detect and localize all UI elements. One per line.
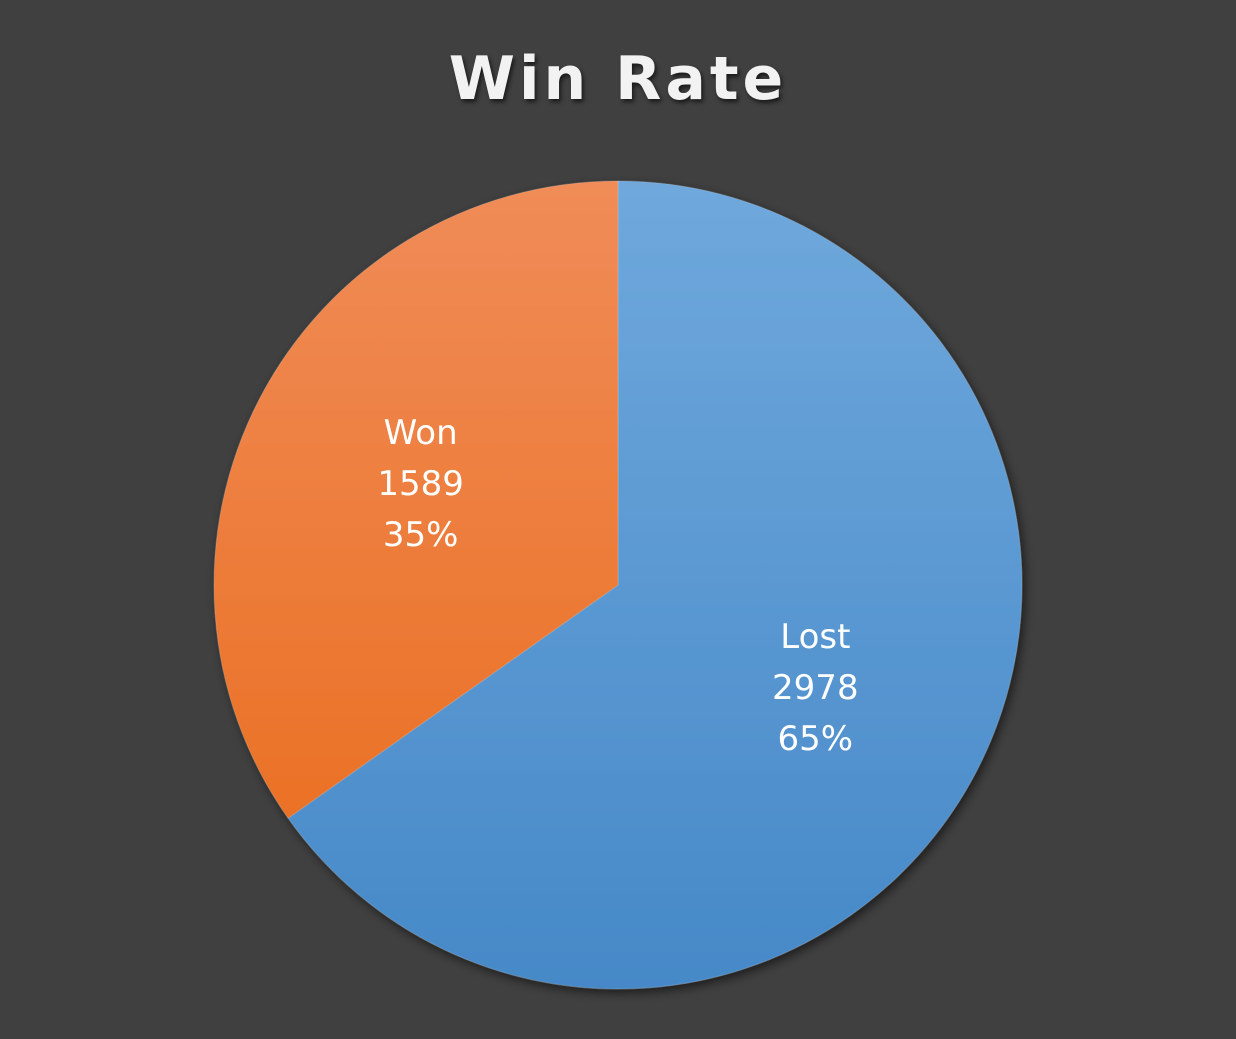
chart-title: Win Rate bbox=[448, 44, 788, 114]
data-label-lost-category: Lost bbox=[780, 617, 850, 657]
data-label-lost-percent: 65% bbox=[778, 719, 854, 759]
data-label-lost-value: 2978 bbox=[772, 668, 859, 708]
data-label-won-category: Won bbox=[384, 413, 458, 453]
data-label-won-value: 1589 bbox=[377, 464, 464, 504]
pie-slice-won bbox=[213, 180, 619, 819]
pie-slice-lost bbox=[287, 180, 1023, 990]
data-label-won-percent: 35% bbox=[383, 515, 459, 555]
